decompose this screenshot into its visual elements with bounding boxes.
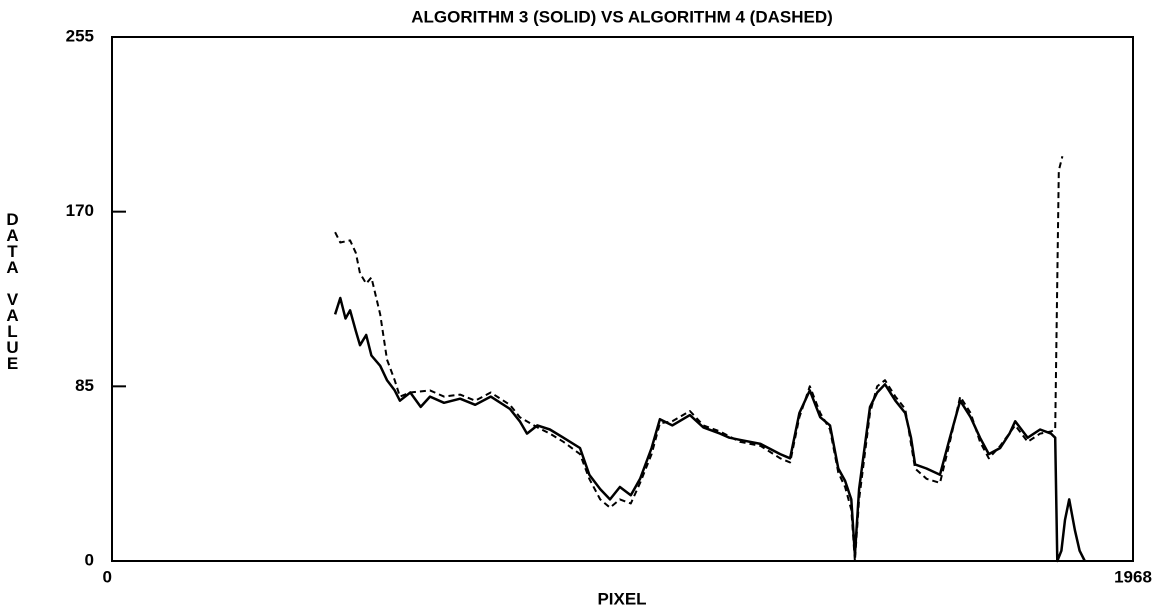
y-axis-label: DATA VALUE: [3, 210, 22, 370]
y-tick-label: 85: [75, 376, 94, 395]
chart-title: ALGORITHM 3 (SOLID) VS ALGORITHM 4 (DASH…: [411, 7, 833, 26]
data-line: [334, 155, 1064, 562]
x-tick-label: 1968: [1114, 567, 1152, 586]
y-tick-label: 0: [85, 550, 94, 569]
data-line: [333, 296, 1086, 563]
y-tick-label: 170: [66, 201, 94, 220]
x-tick-label: 0: [103, 567, 112, 586]
x-axis-label: PIXEL: [597, 589, 646, 608]
plot-frame: [111, 36, 1134, 562]
y-tick-label: 255: [66, 26, 94, 45]
